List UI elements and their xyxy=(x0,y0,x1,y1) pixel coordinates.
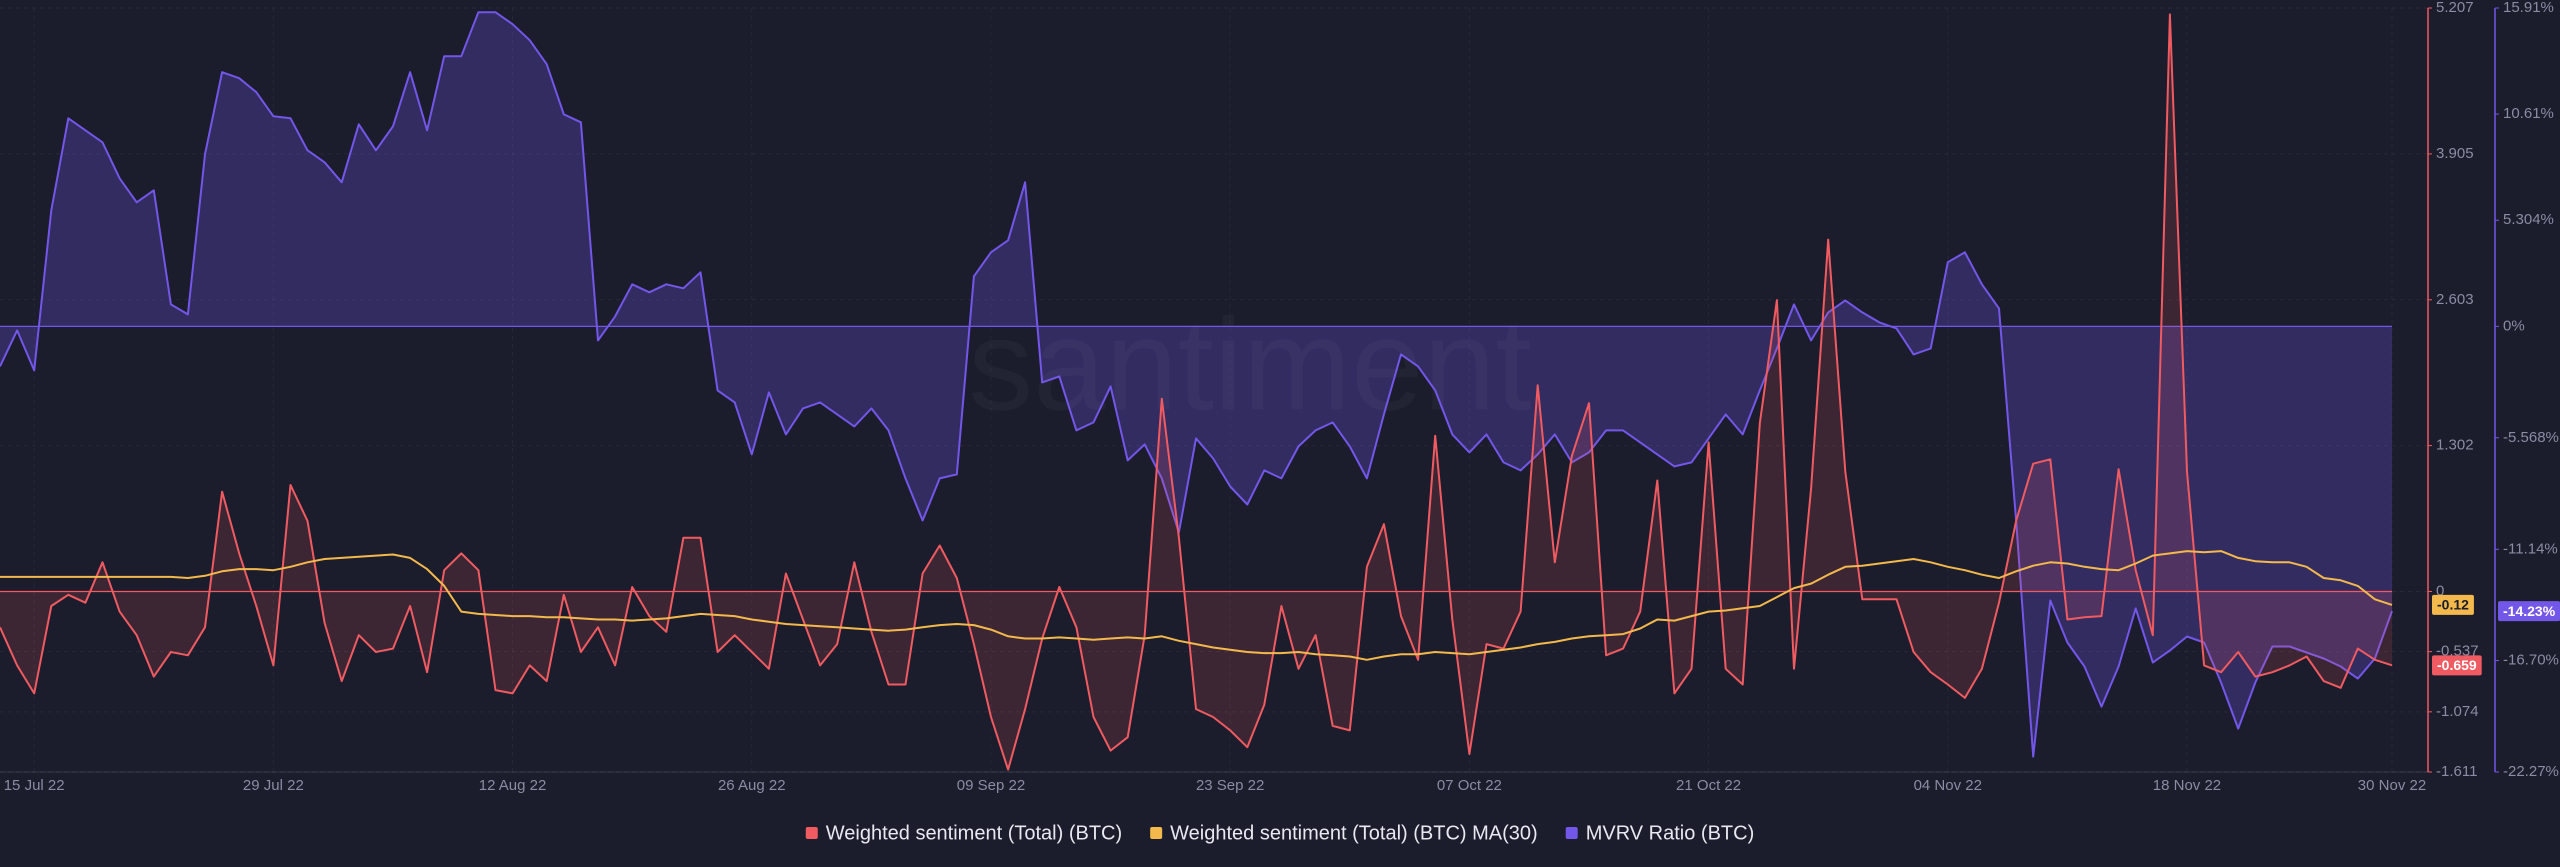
legend-swatch xyxy=(1565,827,1578,839)
y2-tick-label: -16.70% xyxy=(2503,652,2559,669)
y-tick-label: -1.074 xyxy=(2436,703,2479,720)
y-tick-label: -1.611 xyxy=(2436,763,2477,780)
badge-box xyxy=(2432,594,2474,615)
y-tick-label: 2.603 xyxy=(2436,291,2474,308)
y2-tick-label: -11.14% xyxy=(2503,540,2558,557)
badge-box xyxy=(2432,655,2482,676)
x-tick-label: 23 Sep 22 xyxy=(1196,777,1264,794)
badge-label: -14.23% xyxy=(2503,603,2556,619)
x-tick-label: 18 Nov 22 xyxy=(2153,777,2221,794)
y-tick-label: 5.207 xyxy=(2436,0,2474,16)
legend-swatch xyxy=(1150,827,1163,839)
x-tick-label: 12 Aug 22 xyxy=(479,777,547,794)
x-tick-label: 26 Aug 22 xyxy=(718,777,786,794)
y2-tick-label: -5.568% xyxy=(2503,429,2559,446)
value-badge: -14.23% xyxy=(2498,601,2560,622)
x-tick-label: 21 Oct 22 xyxy=(1676,777,1741,794)
y2-tick-label: -22.27% xyxy=(2503,763,2559,780)
y-tick-label: 3.905 xyxy=(2436,145,2474,162)
y-tick-label: 1.302 xyxy=(2436,437,2474,454)
y2-tick-label: 15.91% xyxy=(2503,0,2554,16)
series-line xyxy=(0,13,2393,771)
series-line xyxy=(0,550,2393,661)
series-area xyxy=(0,12,2392,757)
y2-tick-label: 5.304% xyxy=(2503,211,2554,228)
y-tick-label: 0 xyxy=(2436,582,2444,599)
series-line xyxy=(0,11,2393,758)
x-tick-label: 29 Jul 22 xyxy=(243,777,304,794)
value-badge: -0.12 xyxy=(2432,594,2474,615)
series-area xyxy=(0,14,2392,770)
x-tick-label: 04 Nov 22 xyxy=(1914,777,1982,794)
legend-label: Weighted sentiment (Total) (BTC) xyxy=(826,822,1122,844)
badge-box xyxy=(2498,601,2560,622)
legend-swatch xyxy=(805,827,818,839)
y2-tick-label: 10.61% xyxy=(2503,105,2554,122)
badge-label: -0.659 xyxy=(2437,657,2477,673)
legend: Weighted sentiment (Total) (BTC) Weighted… xyxy=(805,822,1755,844)
x-tick-label: 07 Oct 22 xyxy=(1437,777,1502,794)
y2-tick-label: 0% xyxy=(2503,317,2525,334)
x-tick-label: 09 Sep 22 xyxy=(957,777,1025,794)
legend-label: MVRV Ratio (BTC) xyxy=(1586,822,1755,844)
badge-label: -0.12 xyxy=(2437,597,2469,613)
x-tick-label: 30 Nov 22 xyxy=(2358,777,2426,794)
x-tick-label: 15 Jul 22 xyxy=(4,777,65,794)
legend-label: Weighted sentiment (Total) (BTC) MA(30) xyxy=(1170,822,1538,844)
value-badge: -0.659 xyxy=(2432,655,2482,676)
